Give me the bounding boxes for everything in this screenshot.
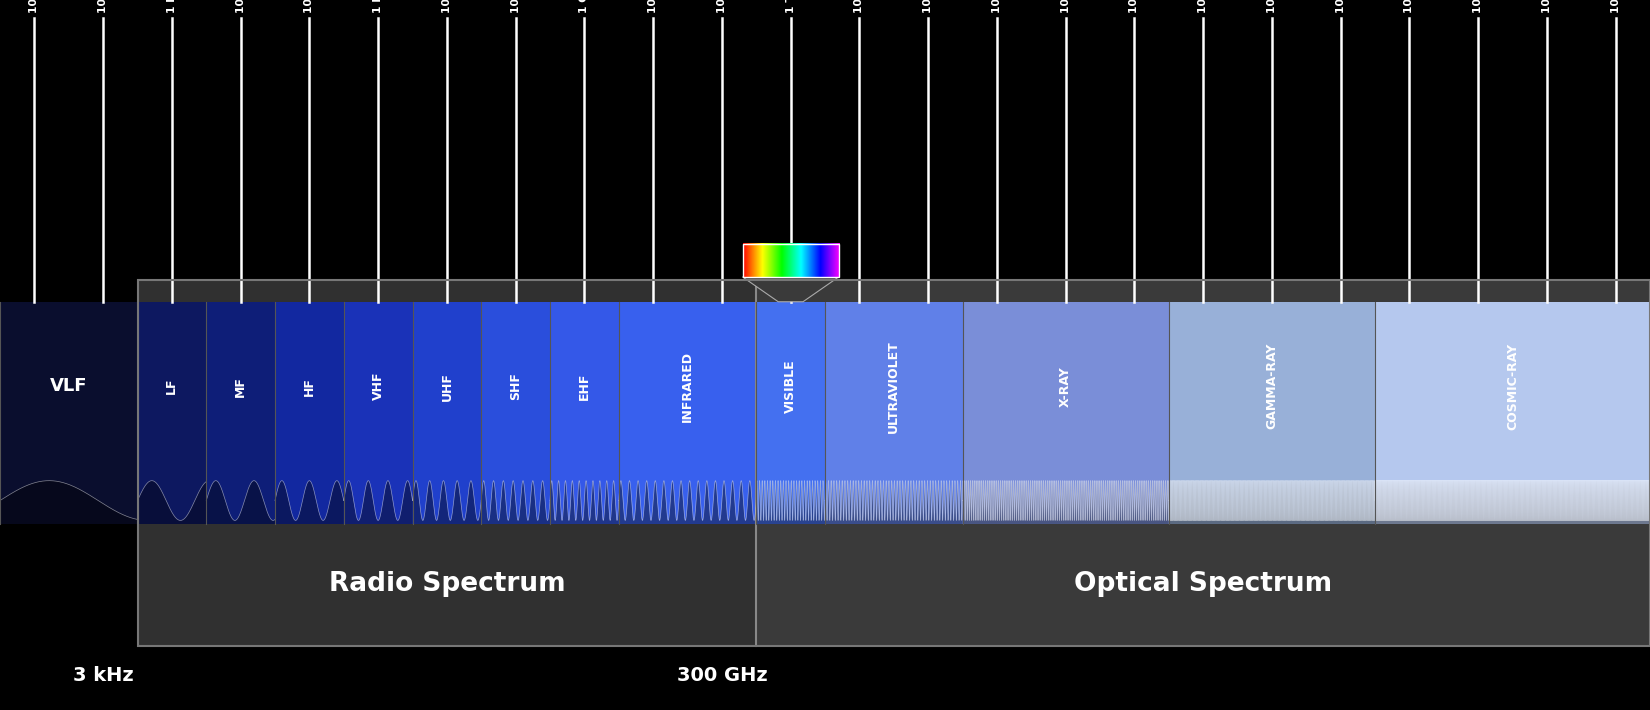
Text: 10¹24 HZ: 10¹24 HZ bbox=[1610, 0, 1620, 13]
Bar bbox=[742, 244, 838, 277]
Bar bbox=[482, 302, 549, 524]
Text: SHF: SHF bbox=[510, 372, 521, 400]
Text: 100 GHZ: 100 GHZ bbox=[716, 0, 728, 13]
Text: 1 MHZ: 1 MHZ bbox=[373, 0, 383, 13]
Text: 10¹19 HZ: 10¹19 HZ bbox=[1267, 0, 1277, 13]
Text: Optical Spectrum: Optical Spectrum bbox=[1074, 572, 1332, 597]
Text: 10 GHZ: 10 GHZ bbox=[648, 0, 658, 13]
Text: 1 GHZ: 1 GHZ bbox=[579, 0, 589, 13]
Text: 10¹21 HZ: 10¹21 HZ bbox=[1404, 0, 1414, 13]
Bar bbox=[412, 302, 482, 524]
Text: GAMMA-RAY: GAMMA-RAY bbox=[1266, 343, 1279, 430]
Polygon shape bbox=[742, 277, 838, 302]
Text: 10¹15 HZ: 10¹15 HZ bbox=[992, 0, 1002, 13]
Text: VHF: VHF bbox=[371, 372, 384, 400]
Text: HF: HF bbox=[304, 377, 315, 395]
Text: 1 THZ: 1 THZ bbox=[785, 0, 795, 13]
Text: 10 MHZ: 10 MHZ bbox=[442, 0, 452, 13]
Text: 10¹23 HZ: 10¹23 HZ bbox=[1541, 0, 1553, 13]
Text: 10¹22 HZ: 10¹22 HZ bbox=[1473, 0, 1483, 13]
Bar bbox=[962, 302, 1168, 524]
Bar bbox=[1374, 302, 1650, 524]
Text: VISIBLE: VISIBLE bbox=[784, 359, 797, 413]
Bar bbox=[137, 280, 1650, 646]
Text: Radio Spectrum: Radio Spectrum bbox=[328, 572, 566, 597]
Bar bbox=[276, 302, 343, 524]
Text: 10¹20 HZ: 10¹20 HZ bbox=[1335, 0, 1346, 13]
Text: 100 HZ: 100 HZ bbox=[97, 0, 109, 13]
Bar bbox=[0, 302, 137, 524]
Text: EHF: EHF bbox=[578, 373, 591, 400]
Bar bbox=[137, 302, 206, 524]
Text: LF: LF bbox=[165, 378, 178, 395]
Text: 100 THZ: 100 THZ bbox=[922, 0, 934, 13]
Text: 100 MHZ: 100 MHZ bbox=[510, 0, 521, 13]
Text: 10¹17 HZ: 10¹17 HZ bbox=[1129, 0, 1140, 13]
Text: INFRARED: INFRARED bbox=[681, 351, 695, 422]
Text: VLF: VLF bbox=[50, 377, 87, 395]
Bar bbox=[619, 302, 756, 524]
Text: 300 GHz: 300 GHz bbox=[676, 667, 767, 685]
Text: MF: MF bbox=[234, 376, 248, 397]
Text: ULTRAVIOLET: ULTRAVIOLET bbox=[888, 340, 901, 432]
Text: X-RAY: X-RAY bbox=[1059, 366, 1072, 407]
Bar bbox=[1168, 302, 1374, 524]
Text: 100 kHZ: 100 kHZ bbox=[304, 0, 315, 13]
Bar bbox=[825, 302, 962, 524]
Text: 3 kHz: 3 kHz bbox=[73, 667, 134, 685]
Bar bbox=[343, 302, 412, 524]
Bar bbox=[137, 280, 756, 646]
Text: 10 THZ: 10 THZ bbox=[855, 0, 865, 13]
Text: 10 HZ: 10 HZ bbox=[30, 0, 40, 13]
Text: UHF: UHF bbox=[441, 372, 454, 400]
Text: COSMIC-RAY: COSMIC-RAY bbox=[1506, 343, 1520, 430]
Bar bbox=[206, 302, 276, 524]
Bar bbox=[549, 302, 619, 524]
Text: 10 kHZ: 10 kHZ bbox=[236, 0, 246, 13]
Bar bbox=[756, 280, 1650, 646]
Text: 1 kHZ: 1 kHZ bbox=[167, 0, 177, 13]
Text: 10¹16 HZ: 10¹16 HZ bbox=[1061, 0, 1071, 13]
Text: 10¹18 HZ: 10¹18 HZ bbox=[1198, 0, 1208, 13]
Bar bbox=[756, 302, 825, 524]
